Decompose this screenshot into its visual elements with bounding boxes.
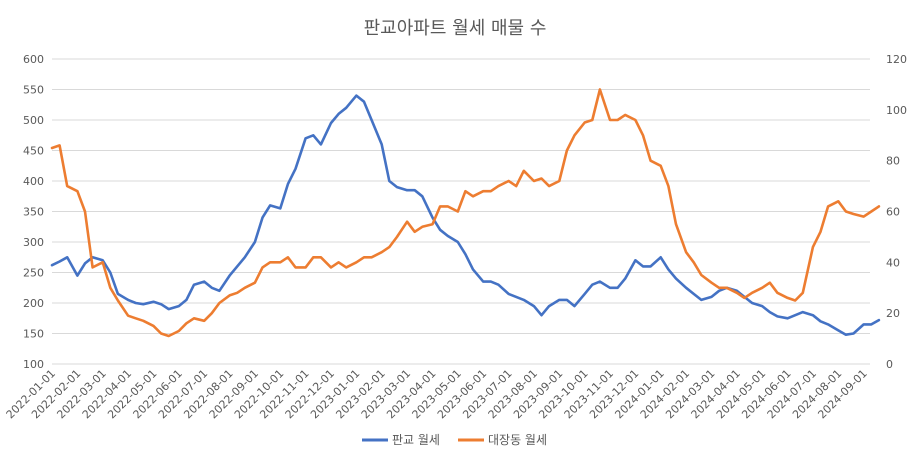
series-lines	[50, 88, 881, 338]
chart-title: 판교아파트 월세 매물 수	[364, 18, 547, 39]
y-left-tick-label: 400	[23, 175, 44, 188]
y-left-tick-label: 100	[23, 358, 44, 371]
legend: 판교 월세 대장동 월세	[362, 433, 547, 447]
y-left-tick-label: 350	[23, 206, 44, 219]
y-left-tick-label: 450	[23, 145, 44, 158]
y-left-tick-label: 600	[23, 53, 44, 66]
y-left-tick-label: 550	[23, 84, 44, 97]
series-line-2	[50, 88, 881, 338]
y-right-tick-label: 0	[886, 358, 893, 371]
legend-label: 대장동 월세	[488, 433, 547, 447]
y-right-tick-label: 100	[886, 104, 907, 117]
y-left-tick-label: 150	[23, 328, 44, 341]
y-left-tick-label: 500	[23, 114, 44, 127]
y-axis-right: 0 20 40 60 80 100 120	[886, 53, 907, 371]
y-left-tick-label: 200	[23, 297, 44, 310]
legend-label: 판교 월세	[392, 433, 440, 447]
x-axis: 2022-01-012022-02-012022-03-012022-04-01…	[4, 367, 870, 421]
y-right-tick-label: 80	[886, 155, 900, 168]
y-left-tick-label: 250	[23, 267, 44, 280]
gridlines	[52, 58, 870, 365]
y-right-tick-label: 40	[886, 256, 900, 269]
y-left-tick-label: 300	[23, 236, 44, 249]
y-right-tick-label: 60	[886, 206, 900, 219]
series-line-1	[50, 94, 881, 337]
y-axis-left: 100 150 200 250 300 350 400 450 500 550 600	[23, 53, 44, 371]
y-right-tick-label: 20	[886, 307, 900, 320]
y-right-tick-label: 120	[886, 53, 907, 66]
